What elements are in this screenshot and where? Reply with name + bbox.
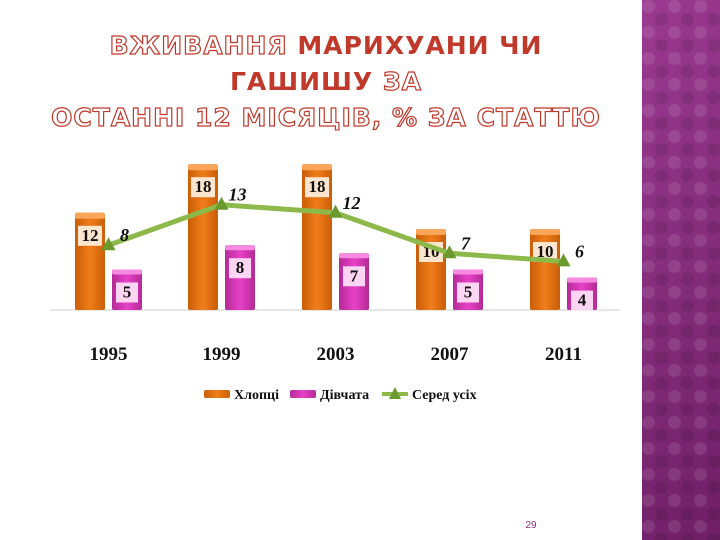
label-boys-2011: 10 — [537, 242, 554, 261]
marker-all-1999 — [214, 196, 229, 210]
slide: ВЖИВАННЯ МАРИХУАНИ ЧИ ГАШИШУ ЗА ОСТАННІ … — [40, 28, 620, 531]
legend-swatch-girls — [290, 390, 316, 398]
label-bg-boys-1995 — [78, 225, 102, 246]
marker-all-2007 — [442, 245, 457, 259]
label-bg-boys-1999 — [191, 177, 215, 198]
bar-girls-cap-2003 — [339, 253, 369, 259]
label-bg-girls-1999 — [229, 258, 251, 279]
label-girls-1995: 5 — [123, 283, 132, 302]
label-bg-girls-2011 — [571, 290, 593, 311]
bar-boys-1999 — [188, 164, 218, 310]
label-all-1999: 13 — [229, 185, 247, 205]
tick-label-2003: 2003 — [317, 344, 355, 365]
bar-girls-cap-2007 — [453, 269, 483, 275]
legend-label-all: Серед усіх — [412, 388, 477, 403]
title-line-2: ОСТАННІ 12 МІСЯЦІВ, % ЗА СТАТТЮ — [51, 102, 601, 132]
label-all-2011: 6 — [575, 241, 584, 261]
bar-girls-cap-2011 — [567, 277, 597, 283]
label-bg-boys-2011 — [533, 242, 557, 262]
bar-boys-cap-2003 — [302, 164, 332, 171]
label-boys-1995: 12 — [82, 226, 99, 245]
label-boys-1999: 18 — [195, 177, 212, 196]
legend-label-boys: Хлопці — [234, 388, 279, 403]
marker-all-2011 — [556, 253, 571, 267]
title-part-outline-a: ВЖИВАННЯ — [109, 30, 288, 60]
label-all-2003: 12 — [343, 193, 361, 213]
bar-boys-cap-1995 — [75, 212, 105, 219]
label-bg-girls-1995 — [116, 282, 138, 303]
bar-girls-cap-1999 — [225, 245, 255, 251]
label-boys-2003: 18 — [309, 177, 326, 196]
label-girls-2011: 4 — [578, 291, 587, 310]
side-decoration-panel — [642, 0, 720, 540]
label-all-1995: 8 — [120, 225, 129, 245]
legend-swatch-boys — [204, 390, 230, 398]
bar-boys-cap-1999 — [188, 164, 218, 171]
legend-label-girls: Дівчата — [320, 388, 369, 403]
tick-label-1995: 1995 — [90, 344, 128, 365]
label-girls-2007: 5 — [464, 283, 473, 302]
tick-label-2011: 2011 — [545, 344, 582, 365]
title-part-solid: МАРИХУАНИ ЧИ ГАШИШУ — [229, 31, 543, 96]
label-girls-1999: 8 — [236, 258, 245, 277]
page-number: 29 — [525, 520, 537, 531]
label-bg-boys-2003 — [305, 177, 329, 198]
marker-all-2003 — [328, 204, 343, 218]
slide-title: ВЖИВАННЯ МАРИХУАНИ ЧИ ГАШИШУ ЗА ОСТАННІ … — [40, 28, 612, 136]
title-part-outline-b: ЗА — [382, 66, 423, 96]
label-girls-2003: 7 — [350, 266, 359, 285]
tick-label-1999: 1999 — [203, 344, 241, 365]
tick-label-2007: 2007 — [431, 344, 470, 365]
marker-all-1995 — [101, 237, 116, 251]
label-bg-girls-2007 — [457, 282, 479, 303]
label-all-2007: 7 — [461, 233, 471, 253]
bar-girls-cap-1995 — [112, 269, 142, 275]
legend-marker-all — [389, 387, 401, 399]
bar-boys-cap-2011 — [530, 229, 560, 235]
label-bg-girls-2003 — [343, 266, 365, 287]
bar-boys-2003 — [302, 164, 332, 310]
bar-boys-cap-2007 — [416, 229, 446, 235]
